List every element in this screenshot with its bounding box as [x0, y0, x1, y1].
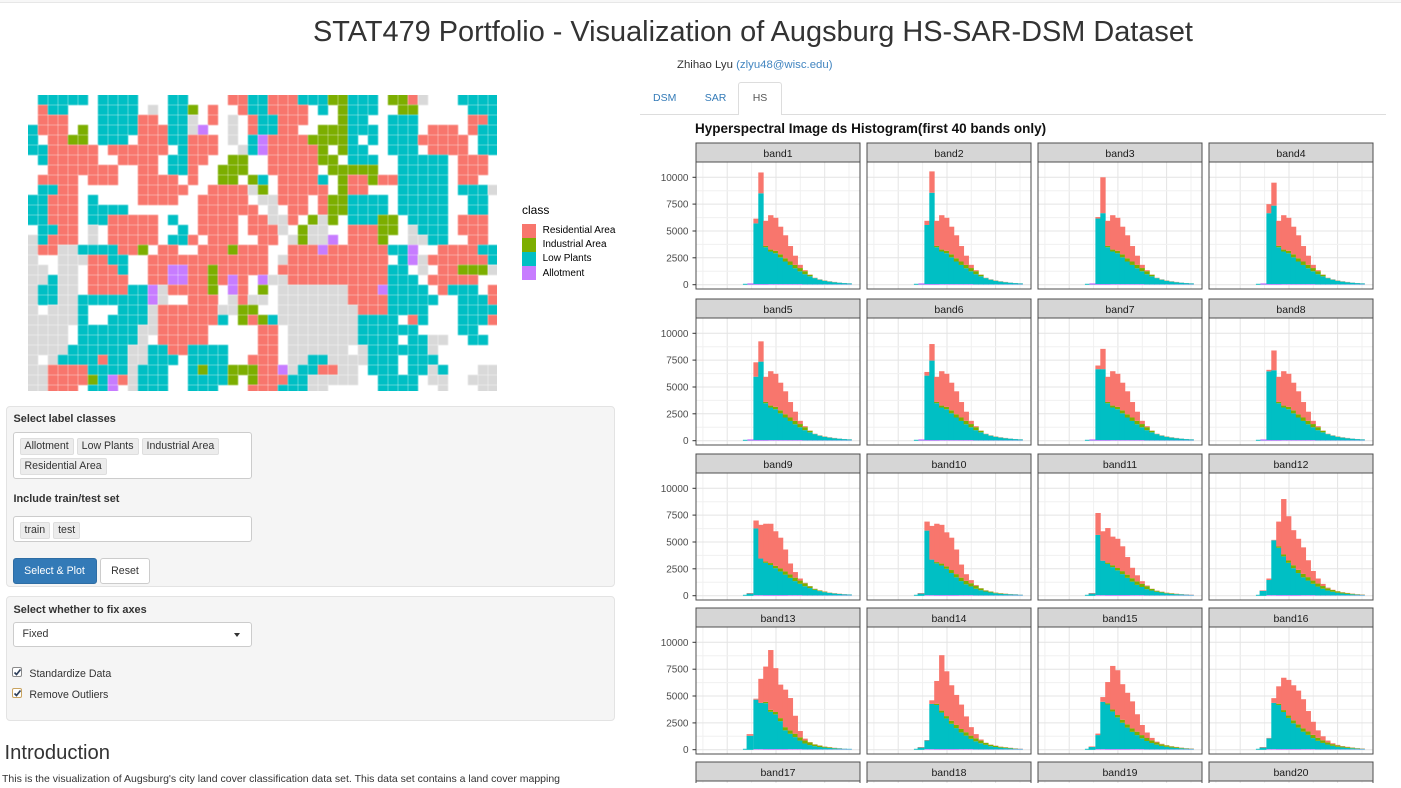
- svg-text:10000: 10000: [661, 329, 689, 340]
- svg-text:2500: 2500: [666, 718, 689, 729]
- svg-text:2500: 2500: [666, 253, 689, 264]
- svg-text:5000: 5000: [666, 692, 689, 703]
- svg-text:5000: 5000: [666, 538, 689, 549]
- svg-text:0: 0: [683, 280, 689, 291]
- svg-text:band11: band11: [1103, 459, 1137, 471]
- svg-text:band8: band8: [1276, 304, 1305, 316]
- svg-text:band4: band4: [1276, 148, 1305, 160]
- svg-text:10000: 10000: [661, 173, 689, 184]
- svg-text:band5: band5: [763, 304, 792, 316]
- svg-text:band17: band17: [760, 767, 795, 779]
- svg-text:band15: band15: [1102, 613, 1137, 625]
- svg-text:band3: band3: [1105, 148, 1134, 160]
- svg-text:band18: band18: [931, 767, 966, 779]
- svg-text:7500: 7500: [666, 200, 689, 211]
- svg-text:10000: 10000: [661, 484, 689, 495]
- svg-text:0: 0: [683, 436, 689, 447]
- svg-text:band2: band2: [934, 148, 963, 160]
- svg-text:band1: band1: [763, 148, 792, 160]
- svg-text:2500: 2500: [666, 409, 689, 420]
- svg-text:band7: band7: [1105, 304, 1134, 316]
- svg-text:7500: 7500: [666, 665, 689, 676]
- svg-text:2500: 2500: [666, 564, 689, 575]
- svg-text:band20: band20: [1273, 767, 1308, 779]
- svg-text:band12: band12: [1273, 459, 1308, 471]
- svg-text:0: 0: [683, 745, 689, 756]
- svg-text:7500: 7500: [666, 511, 689, 522]
- svg-text:band10: band10: [931, 459, 966, 471]
- svg-text:5000: 5000: [666, 227, 689, 238]
- svg-text:band9: band9: [763, 459, 792, 471]
- svg-text:10000: 10000: [661, 638, 689, 649]
- svg-text:band19: band19: [1102, 767, 1137, 779]
- svg-text:band14: band14: [931, 613, 966, 625]
- svg-text:band13: band13: [760, 613, 795, 625]
- svg-text:band6: band6: [934, 304, 963, 316]
- svg-text:0: 0: [683, 591, 689, 602]
- svg-text:band16: band16: [1273, 613, 1308, 625]
- svg-text:7500: 7500: [666, 356, 689, 367]
- svg-text:5000: 5000: [666, 383, 689, 394]
